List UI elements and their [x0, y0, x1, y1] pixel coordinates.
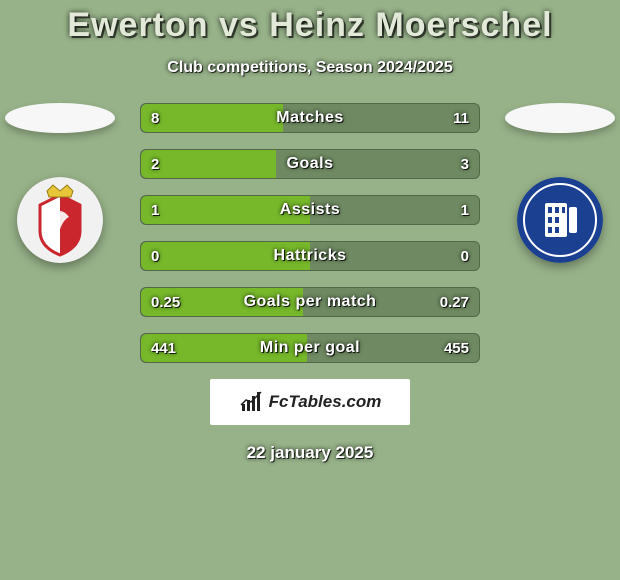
- stat-value-left: 2: [151, 156, 159, 173]
- stat-label: Matches: [276, 109, 344, 127]
- stat-value-left: 1: [151, 202, 159, 219]
- stat-bars: 8 Matches 11 2 Goals 3 1 Assists 1 0 Hattricks 0 0.2…: [140, 103, 480, 363]
- stat-label: Goals per match: [244, 293, 377, 311]
- player-left-column: [0, 103, 120, 263]
- player-left-name-plate: [5, 103, 115, 133]
- stat-value-right: 0: [461, 248, 469, 265]
- stat-bar: 0 Hattricks 0: [140, 241, 480, 271]
- stat-value-right: 0.27: [440, 294, 469, 311]
- stat-label: Min per goal: [260, 339, 360, 357]
- stat-value-left: 441: [151, 340, 176, 357]
- stat-value-left: 0: [151, 248, 159, 265]
- stat-bar: 1 Assists 1: [140, 195, 480, 225]
- stat-value-left: 8: [151, 110, 159, 127]
- stat-bar: 0.25 Goals per match 0.27: [140, 287, 480, 317]
- stat-value-right: 3: [461, 156, 469, 173]
- stat-bar: 441 Min per goal 455: [140, 333, 480, 363]
- stat-label: Assists: [280, 201, 340, 219]
- comparison-subtitle: Club competitions, Season 2024/2025: [0, 59, 620, 77]
- stat-bar: 8 Matches 11: [140, 103, 480, 133]
- stat-value-right: 1: [461, 202, 469, 219]
- stat-bar: 2 Goals 3: [140, 149, 480, 179]
- brand-badge: FcTables.com: [210, 379, 410, 425]
- comparison-date: 22 january 2025: [0, 443, 620, 463]
- stat-value-right: 11: [453, 110, 469, 127]
- player-right-club-badge: [517, 177, 603, 263]
- player-right-column: [500, 103, 620, 263]
- stat-bar-fill-left: [141, 104, 283, 132]
- comparison-content: 8 Matches 11 2 Goals 3 1 Assists 1 0 Hattricks 0 0.2…: [0, 103, 620, 363]
- player-left-club-badge: [17, 177, 103, 263]
- brand-text: FcTables.com: [269, 392, 382, 412]
- stat-value-right: 455: [444, 340, 469, 357]
- stat-label: Goals: [287, 155, 334, 173]
- player-right-name-plate: [505, 103, 615, 133]
- stat-label: Hattricks: [274, 247, 347, 265]
- stat-bar-fill-left: [141, 150, 276, 178]
- comparison-title: Ewerton vs Heinz Moerschel: [0, 0, 620, 45]
- brand-logo-icon: [239, 390, 263, 414]
- stat-value-left: 0.25: [151, 294, 180, 311]
